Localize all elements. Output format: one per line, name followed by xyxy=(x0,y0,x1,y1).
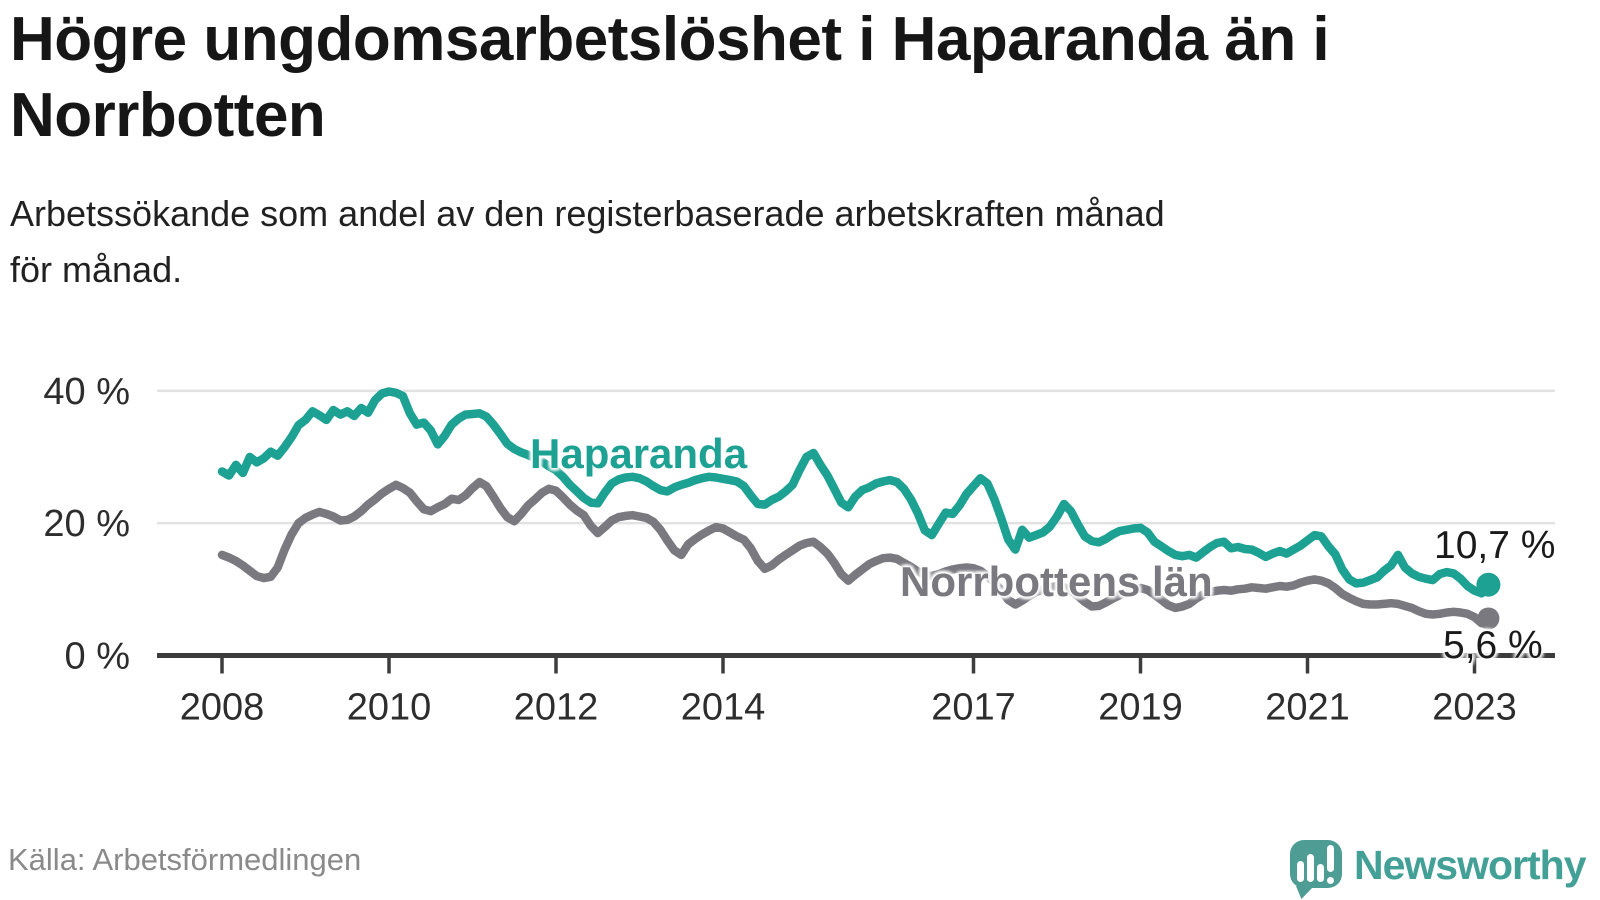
page-title: Högre ungdomsarbetslöshet i Haparanda än… xyxy=(10,2,1570,154)
newsworthy-wordmark: Newsworthy xyxy=(1354,842,1586,888)
x-axis-tick-label: 2017 xyxy=(931,687,1016,729)
x-axis-tick-label: 2023 xyxy=(1432,687,1517,729)
chart-subtitle: Arbetssökande som andel av den registerb… xyxy=(10,186,1580,298)
x-axis-tick-label: 2021 xyxy=(1265,687,1350,729)
subtitle-line-1: Arbetssökande som andel av den registerb… xyxy=(10,193,1165,234)
haparanda-end-value-label: 10,7 % xyxy=(1434,524,1556,567)
logo-chart-bar-icon xyxy=(1297,861,1304,882)
subtitle-line-2: för månad. xyxy=(10,249,183,290)
haparanda-line xyxy=(217,387,1493,598)
logo-exclamation-bar-icon xyxy=(1327,845,1334,872)
newsworthy-bubble-tail-icon xyxy=(1296,886,1314,899)
norrbotten-end-dot xyxy=(1477,607,1500,630)
y-axis-tick-label: 40 % xyxy=(43,371,130,413)
source-credit: Källa: Arbetsförmedlingen xyxy=(8,842,362,877)
y-axis-tick-label: 0 % xyxy=(65,636,130,678)
line-chart: 0 % 20 % 40 % 2008 2010 2012 2014 2017 2019 2021 2… xyxy=(43,371,1555,729)
x-axis-tick-label: 2019 xyxy=(1098,687,1183,729)
logo-exclamation-dot-icon xyxy=(1327,877,1334,884)
logo-chart-bar-icon xyxy=(1317,864,1324,882)
norrbotten-line xyxy=(217,477,1493,628)
x-axis-tick-label: 2012 xyxy=(514,687,599,729)
norrbotten-end-value-label: 5,6 % xyxy=(1443,624,1543,667)
haparanda-series-label: Haparanda xyxy=(530,430,748,477)
x-axis-tick-label: 2010 xyxy=(347,687,432,729)
x-axis-tick-label: 2014 xyxy=(681,687,766,729)
logo-chart-bar-icon xyxy=(1307,854,1314,882)
title-line-2: Norrbotten xyxy=(10,81,326,150)
haparanda-end-dot xyxy=(1476,572,1501,597)
norrbotten-series-label: Norrbottens län xyxy=(900,558,1213,605)
y-axis-tick-label: 20 % xyxy=(43,503,130,545)
title-line-1: Högre ungdomsarbetslöshet i Haparanda än… xyxy=(10,5,1330,74)
x-axis-tick-label: 2008 xyxy=(180,687,265,729)
